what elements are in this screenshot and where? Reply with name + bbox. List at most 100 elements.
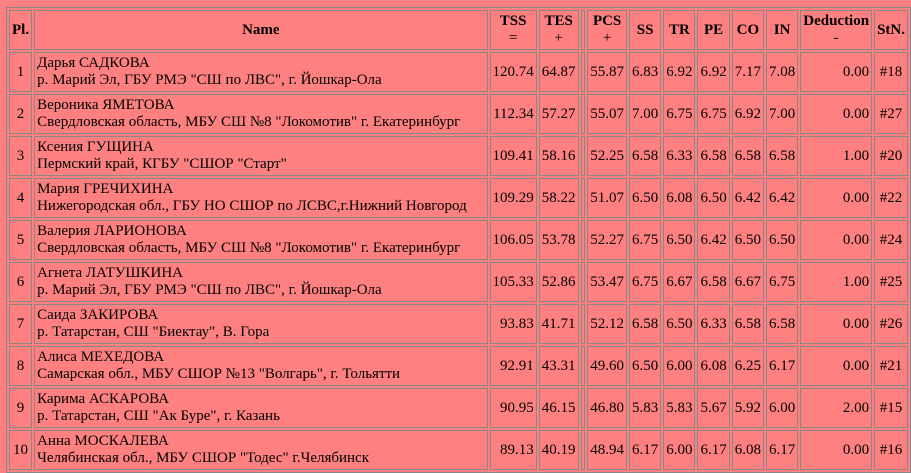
tes-cell: 43.31 <box>538 346 579 386</box>
tes-cell: 40.19 <box>538 430 579 470</box>
tr-cell: 6.75 <box>663 94 696 134</box>
pcs-cell: 52.27 <box>587 220 627 260</box>
place-cell: 4 <box>9 178 33 218</box>
pe-cell: 6.08 <box>697 346 730 386</box>
co-cell: 6.92 <box>731 94 764 134</box>
tes-cell: 52.86 <box>538 262 579 302</box>
table-row: 9 Карима АСКАРОВА р. Татарстан, СШ "Ак Бур… <box>9 388 908 428</box>
skater-club: Самарская обл., МБУ СШОР №13 "Волгарь", … <box>37 366 401 382</box>
place-cell: 3 <box>9 136 33 176</box>
pe-cell: 6.42 <box>697 220 730 260</box>
deduction-symbol: - <box>833 30 839 46</box>
tss-cell: 90.95 <box>489 388 537 428</box>
in-cell: 6.17 <box>765 430 799 470</box>
tr-cell: 5.83 <box>663 388 696 428</box>
header-empty <box>580 10 586 50</box>
in-cell: 6.58 <box>765 304 799 344</box>
skater-name: Алиса МЕХЕДОВА <box>37 349 165 365</box>
skater-name: Дарья САДКОВА <box>37 55 150 71</box>
header-tr: TR <box>663 10 696 50</box>
place-cell: 7 <box>9 304 33 344</box>
deduction-cell: 1.00 <box>800 136 873 176</box>
skater-cell: Ксения ГУЩИНА Пермский край, КГБУ "СШОР "… <box>34 136 488 176</box>
deduction-label: Deduction <box>803 13 870 29</box>
skater-club: р. Татарстан, СШ "Ак Буре", г. Казань <box>37 408 280 424</box>
header-stn: StN. <box>874 10 908 50</box>
empty-cell <box>580 430 586 470</box>
start-number-cell: #18 <box>874 52 908 92</box>
table-row: 5 Валерия ЛАРИОНОВА Свердловская область, … <box>9 220 908 260</box>
tr-cell: 6.67 <box>663 262 696 302</box>
skater-club: р. Марий Эл, ГБУ РМЭ "СШ по ЛВС", г. Йош… <box>37 282 382 298</box>
ss-cell: 6.17 <box>628 430 662 470</box>
pcs-cell: 48.94 <box>587 430 627 470</box>
skater-name: Ксения ГУЩИНА <box>37 139 154 155</box>
table-row: 7 Саида ЗАКИРОВА р. Татарстан, СШ "Биектау… <box>9 304 908 344</box>
start-number-cell: #21 <box>874 346 908 386</box>
header-pcs: PCS + <box>587 10 627 50</box>
skater-cell: Вероника ЯМЕТОВА Свердловская область, МБ… <box>34 94 488 134</box>
pcs-cell: 55.07 <box>587 94 627 134</box>
tss-cell: 92.91 <box>489 346 537 386</box>
skater-club: р. Марий Эл, ГБУ РМЭ "СШ по ЛВС", г. Йош… <box>37 72 382 88</box>
empty-cell <box>580 52 586 92</box>
ss-cell: 6.75 <box>628 262 662 302</box>
table-row: 6 Агнета ЛАТУШКИНА р. Марий Эл, ГБУ РМЭ "С… <box>9 262 908 302</box>
start-number-cell: #20 <box>874 136 908 176</box>
tes-cell: 64.87 <box>538 52 579 92</box>
pcs-cell: 52.25 <box>587 136 627 176</box>
pe-cell: 5.67 <box>697 388 730 428</box>
tss-cell: 109.29 <box>489 178 537 218</box>
header-in: IN <box>765 10 799 50</box>
empty-cell <box>580 94 586 134</box>
pe-cell: 6.50 <box>697 178 730 218</box>
tes-cell: 53.78 <box>538 220 579 260</box>
tr-cell: 6.92 <box>663 52 696 92</box>
start-number-cell: #22 <box>874 178 908 218</box>
header-ss: SS <box>628 10 662 50</box>
skater-name: Саида ЗАКИРОВА <box>37 307 159 323</box>
co-cell: 7.17 <box>731 52 764 92</box>
deduction-cell: 1.00 <box>800 262 873 302</box>
tes-cell: 58.22 <box>538 178 579 218</box>
tss-cell: 105.33 <box>489 262 537 302</box>
co-cell: 6.67 <box>731 262 764 302</box>
empty-cell <box>580 262 586 302</box>
skater-cell: Мария ГРЕЧИХИНА Нижегородская обл., ГБУ Н… <box>34 178 488 218</box>
start-number-cell: #26 <box>874 304 908 344</box>
empty-cell <box>580 388 586 428</box>
table-row: 3 Ксения ГУЩИНА Пермский край, КГБУ "СШОР … <box>9 136 908 176</box>
skater-name: Агнета ЛАТУШКИНА <box>37 265 184 281</box>
deduction-cell: 0.00 <box>800 178 873 218</box>
pe-cell: 6.92 <box>697 52 730 92</box>
empty-cell <box>580 178 586 218</box>
skater-cell: Агнета ЛАТУШКИНА р. Марий Эл, ГБУ РМЭ "СШ… <box>34 262 488 302</box>
tr-cell: 6.50 <box>663 304 696 344</box>
table-row: 10 Анна МОСКАЛЕВА Челябинская обл., МБУ СШ… <box>9 430 908 470</box>
co-cell: 6.42 <box>731 178 764 218</box>
skater-cell: Дарья САДКОВА р. Марий Эл, ГБУ РМЭ "СШ по… <box>34 52 488 92</box>
tss-cell: 89.13 <box>489 430 537 470</box>
start-number-cell: #25 <box>874 262 908 302</box>
skater-cell: Алиса МЕХЕДОВА Самарская обл., МБУ СШОР №… <box>34 346 488 386</box>
tss-cell: 112.34 <box>489 94 537 134</box>
skater-club: Нижегородская обл., ГБУ НО СШОР по ЛСВС,… <box>37 198 467 214</box>
pe-cell: 6.17 <box>697 430 730 470</box>
header-tes: TES + <box>538 10 579 50</box>
tss-cell: 106.05 <box>489 220 537 260</box>
ss-cell: 6.83 <box>628 52 662 92</box>
tss-label: TSS <box>499 13 527 29</box>
deduction-cell: 0.00 <box>800 304 873 344</box>
header-name: Name <box>34 10 488 50</box>
tss-cell: 93.83 <box>489 304 537 344</box>
skater-club: Свердловская область, МБУ СШ №8 "Локомот… <box>37 114 461 130</box>
tes-label: TES <box>544 13 573 29</box>
pcs-cell: 51.07 <box>587 178 627 218</box>
place-cell: 8 <box>9 346 33 386</box>
header-pe: PE <box>697 10 730 50</box>
tss-cell: 109.41 <box>489 136 537 176</box>
place-cell: 1 <box>9 52 33 92</box>
table-row: 8 Алиса МЕХЕДОВА Самарская обл., МБУ СШОР … <box>9 346 908 386</box>
skater-cell: Саида ЗАКИРОВА р. Татарстан, СШ "Биектау"… <box>34 304 488 344</box>
start-number-cell: #15 <box>874 388 908 428</box>
